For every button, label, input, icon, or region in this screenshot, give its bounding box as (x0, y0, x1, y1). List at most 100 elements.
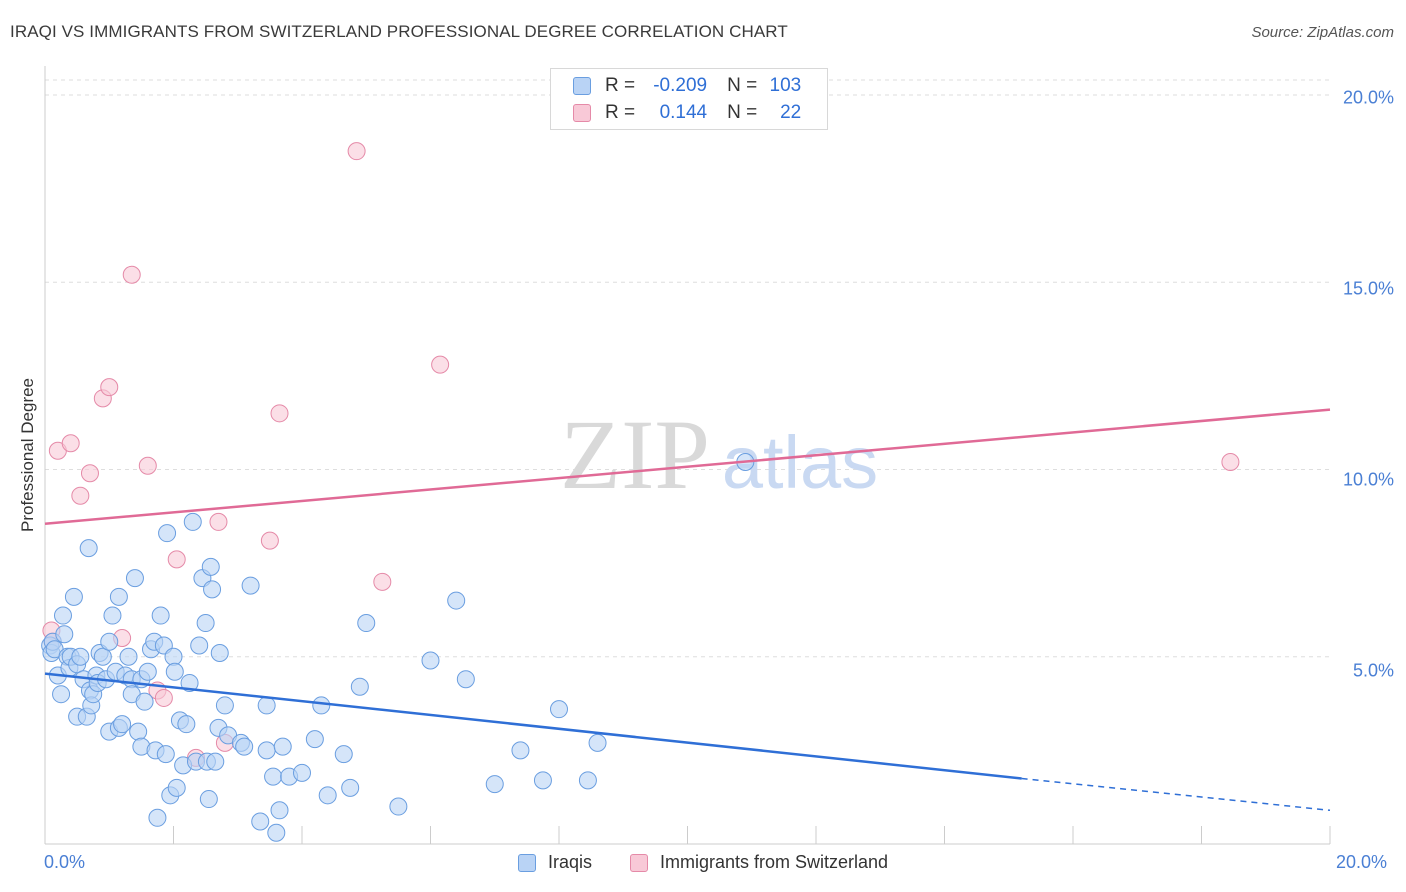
iraqi-point (201, 557, 220, 576)
swiss-point (431, 355, 450, 374)
iraqi-legend-icon (518, 853, 536, 872)
y-tick-20: 20.0% (1342, 87, 1394, 108)
iraqi-point (165, 662, 184, 681)
iraqi-point (180, 673, 199, 692)
legend-r-value: -0.209 (653, 75, 708, 96)
axes (44, 66, 1331, 845)
iraqi-point (421, 651, 440, 670)
iraqi-point (196, 614, 215, 633)
swiss-point (209, 512, 228, 531)
y-tick-10: 10.0% (1342, 469, 1394, 490)
y-tick-15: 15.0% (1342, 278, 1394, 299)
iraqi-point (151, 606, 170, 625)
iraqi-point (206, 752, 225, 771)
iraqi-point (158, 524, 177, 543)
iraqi-point (53, 606, 72, 625)
swiss-point (80, 464, 99, 483)
swiss-point (167, 550, 186, 569)
swiss-point (138, 456, 157, 475)
iraqi-point (79, 539, 98, 558)
iraqi-point (267, 823, 286, 842)
swiss-point (71, 486, 90, 505)
iraqi-point (125, 569, 144, 588)
legend-row-swiss: R = 0.144 N = 22 (573, 100, 801, 126)
iraqi-point (305, 730, 324, 749)
iraqi-point (64, 587, 83, 606)
legend-n-label: N = (727, 75, 758, 96)
iraqi-point (71, 647, 90, 666)
swiss-point (347, 142, 366, 161)
iraqi-point (264, 767, 283, 786)
iraqi-point (103, 606, 122, 625)
iraqi-trend-extension (1021, 777, 1331, 812)
swiss-point (122, 265, 141, 284)
iraqi-point (183, 512, 202, 531)
iraqi-point (190, 636, 209, 655)
legend-label-iraqis: Iraqis (548, 852, 593, 872)
iraqi-point (293, 763, 311, 782)
chart-title: IRAQI VS IMMIGRANTS FROM SWITZERLAND PRO… (10, 22, 788, 41)
iraqi-point (135, 692, 154, 711)
iraqi-point (241, 576, 260, 595)
correlation-legend: R = -0.209 N = 103 R = 0.144 N = 22 (550, 68, 828, 130)
iraqi-point (251, 812, 270, 831)
bottom-legend-iraqis[interactable]: Iraqis (518, 852, 592, 873)
iraqi-point (164, 647, 183, 666)
iraqi-point (312, 696, 331, 715)
iraqi-point (148, 808, 167, 827)
iraqi-point (55, 625, 74, 644)
x-tick-min: 0.0% (44, 852, 86, 872)
swiss-swatch-icon (573, 104, 591, 122)
iraqi-point (318, 786, 337, 805)
iraqi-point (350, 677, 369, 696)
iraqi-point (485, 775, 504, 794)
y-tick-5: 5.0% (1352, 660, 1394, 681)
iraqi-point (273, 737, 292, 756)
iraqi-point (578, 771, 597, 790)
swiss-point (270, 404, 289, 423)
iraqi-point (588, 733, 607, 752)
gridlines (45, 79, 1330, 658)
iraqi-point (93, 647, 112, 666)
swiss-point (373, 572, 392, 591)
iraqi-point (447, 591, 466, 610)
swiss-trend-line (44, 408, 1331, 526)
x-tick-max: 20.0% (1336, 852, 1388, 872)
iraqi-point (177, 715, 196, 734)
bottom-legend-swiss[interactable]: Immigrants from Switzerland (630, 852, 888, 873)
iraqi-point (270, 801, 289, 820)
legend-r-label: R = (605, 75, 636, 96)
swiss-point (1221, 453, 1240, 471)
swiss-point (100, 378, 119, 397)
legend-n-value: 103 (769, 75, 802, 96)
iraqi-point (129, 722, 148, 741)
iraqi-point (113, 715, 132, 734)
iraqi-point (215, 696, 234, 715)
swiss-point (260, 531, 279, 550)
iraqi-point (357, 614, 376, 633)
swiss-point (61, 434, 80, 453)
iraqi-point (167, 778, 186, 797)
iraqi-point (257, 741, 276, 760)
source-label: Source: ZipAtlas.com (1251, 24, 1394, 41)
iraqi-point (138, 662, 157, 681)
iraqi-point (199, 790, 218, 809)
iraqi-point (100, 632, 119, 651)
iraqi-series (41, 453, 755, 842)
legend-label-swiss: Immigrants from Switzerland (660, 852, 889, 872)
iraqi-point (52, 685, 71, 704)
iraqi-swatch-icon (573, 77, 591, 95)
iraqi-point (109, 587, 128, 606)
swiss-point (154, 688, 173, 707)
legend-r-value: 0.144 (659, 102, 708, 123)
legend-r-label: R = (605, 102, 636, 123)
iraqi-point (389, 797, 408, 816)
iraqi-point (341, 778, 360, 797)
iraqi-trend-line (44, 672, 1022, 780)
iraqi-point (456, 670, 475, 689)
watermark-zip: ZIP (560, 399, 710, 510)
iraqi-point (533, 771, 552, 790)
iraqi-point (210, 644, 229, 662)
iraqi-point (334, 745, 353, 764)
